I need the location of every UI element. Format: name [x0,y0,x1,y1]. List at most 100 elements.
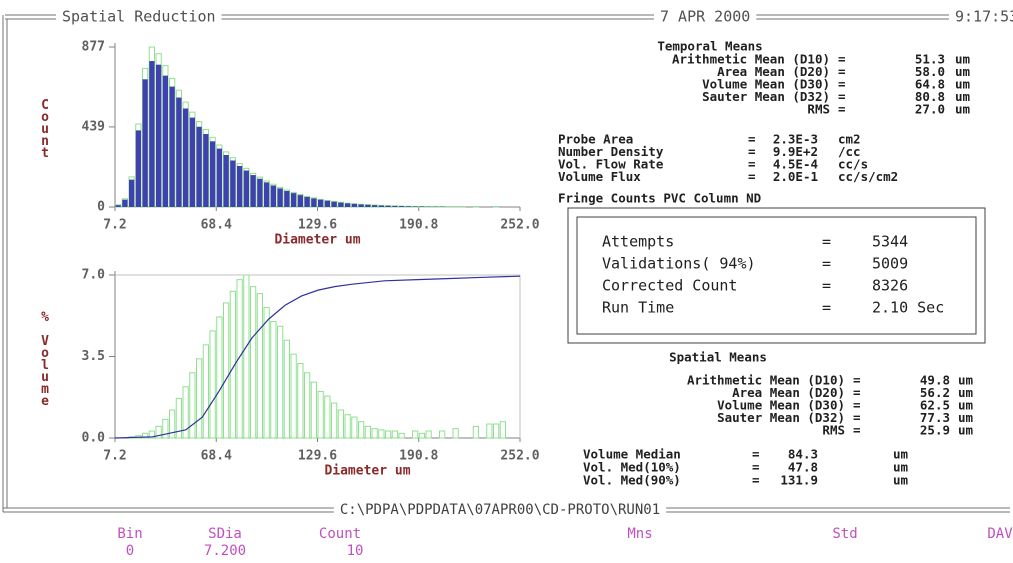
median-label: Vol. Med(90%) [583,473,681,488]
run-label: Validations( 94%) [602,255,756,273]
histogram-bar [203,134,209,207]
status-header: Bin [117,526,142,542]
spatial-value: 62.5 [920,398,950,413]
histogram-bar [337,409,344,439]
probe-value: 4.5E-4 [773,157,818,172]
y-tick-label: 3.5 [82,349,105,364]
temporal-sep: = [838,89,846,104]
x-axis-label: Diameter um [324,464,410,479]
temporal-label: Sauter Mean (D32) [702,89,830,104]
temporal-sep: = [838,64,846,79]
histogram-bar [412,430,419,439]
probe-sep: = [748,144,756,159]
histogram-bar [270,321,277,439]
probe-unit: cm2 [838,132,861,147]
label-backing [654,7,757,26]
histogram-bar [351,203,357,207]
run-label: Corrected Count [602,277,737,295]
histogram-bar [175,397,182,439]
probe-value: 9.9E+2 [773,144,818,159]
label-backing [949,7,1013,26]
probe-sep: = [748,169,756,184]
spatial-label: RMS [822,423,845,438]
histogram-bar [399,206,405,207]
probe-label: Vol. Flow Rate [558,157,664,172]
temporal-value: 27.0 [915,102,945,117]
histogram-bar [371,428,378,439]
histogram-bar [202,344,209,439]
histogram-bar [189,372,196,439]
run-sep: = [822,255,831,273]
spatial-unit: um [958,423,974,438]
spatial-value: 56.2 [920,385,950,400]
histogram-bar [210,141,216,207]
histogram-bar [472,425,479,439]
histogram-bar [236,279,243,439]
histogram-bar [142,79,148,207]
histogram-bar [277,325,284,439]
spatial-label: Sauter Mean (D32) [717,410,845,425]
histogram-bar [189,117,195,207]
probe-unit: cc/s/cm2 [838,169,898,184]
run-value: 8326 [872,277,908,295]
histogram-bar [385,205,391,207]
probe-note: Fringe Counts PVC Column ND [558,191,761,206]
histogram-bar [169,86,175,207]
temporal-unit: um [955,64,971,79]
histogram-bar [318,199,324,207]
histogram-bar [270,185,276,207]
median-unit: um [893,460,909,475]
histogram-bar [311,198,317,207]
histogram-bar [398,432,405,439]
probe-label: Volume Flux [558,169,641,184]
spatial-unit: um [958,398,974,413]
label-backing [56,7,222,26]
median-label: Vol. Med(10%) [583,460,681,475]
histogram-bar [304,196,310,207]
histogram-bar [156,64,162,208]
histogram-bar [290,353,297,439]
histogram-bar [392,205,398,207]
histogram-bar [358,204,364,207]
histogram-bar [129,179,135,207]
date: 7 APR 2000 [660,8,750,26]
histogram-bar [304,372,311,439]
status-header: Count [319,526,361,542]
x-tick-label: 7.2 [103,218,126,233]
y-tick-label: 439 [82,119,105,134]
histogram-bar [223,302,230,439]
x-tick-label: 252.0 [500,449,539,464]
median-value: 47.8 [788,460,818,475]
histogram-bar [439,430,446,439]
spatial-sep: = [853,385,861,400]
histogram-bar [257,178,263,207]
temporal-label: Volume Mean (D30) [702,77,830,92]
histogram-bar [277,188,283,207]
histogram-bar [149,61,155,208]
status-header: Std [832,526,857,542]
histogram-bar [216,316,223,439]
median-unit: um [893,447,909,462]
histogram-bar [358,421,365,439]
section-title: Temporal Means [657,39,762,54]
histogram-bar [148,430,155,439]
histogram-bar [284,190,290,207]
section-title: Spatial Means [669,350,767,365]
spatial-unit: um [958,373,974,388]
histogram-bar [493,423,500,439]
temporal-unit: um [955,52,971,67]
histogram-bar [223,155,229,207]
histogram-bar [196,358,203,439]
histogram-bar [243,170,249,207]
histogram-bar [155,425,162,439]
x-axis-label: Diameter um [274,233,360,248]
x-tick-label: 68.4 [201,218,232,233]
histogram-bar [250,175,256,207]
spatial-unit: um [958,410,974,425]
histogram-bar [297,362,304,439]
probe-value: 2.0E-1 [773,169,818,184]
median-unit: um [893,473,909,488]
screen-title: Spatial Reduction [62,8,216,26]
